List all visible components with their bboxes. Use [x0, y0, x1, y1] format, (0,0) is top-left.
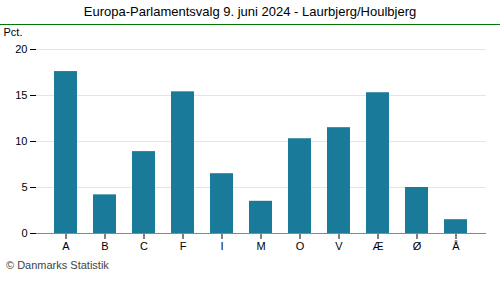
svg-text:Ø: Ø [413, 240, 422, 252]
svg-text:C: C [140, 240, 148, 252]
svg-text:F: F [180, 240, 187, 252]
svg-text:V: V [335, 240, 343, 252]
svg-text:B: B [101, 240, 108, 252]
svg-text:5: 5 [21, 181, 27, 193]
html-text:© Danmarks Statistik: © Danmarks Statistik [6, 259, 109, 271]
svg-text:10: 10 [15, 135, 27, 147]
svg-text:20: 20 [15, 43, 27, 55]
svg-text:15: 15 [15, 89, 27, 101]
svg-text:Å: Å [452, 240, 460, 252]
svg-text:M: M [256, 240, 265, 252]
html-text:Europa-Parlamentsvalg 9. juni: Europa-Parlamentsvalg 9. juni 2024 - Lau… [83, 4, 417, 19]
svg-text:A: A [62, 240, 70, 252]
svg-text:Pct.: Pct. [4, 26, 23, 38]
svg-text:Æ: Æ [373, 240, 384, 252]
svg-text:0: 0 [21, 227, 27, 239]
svg-text:I: I [220, 240, 223, 252]
svg-text:O: O [296, 240, 305, 252]
